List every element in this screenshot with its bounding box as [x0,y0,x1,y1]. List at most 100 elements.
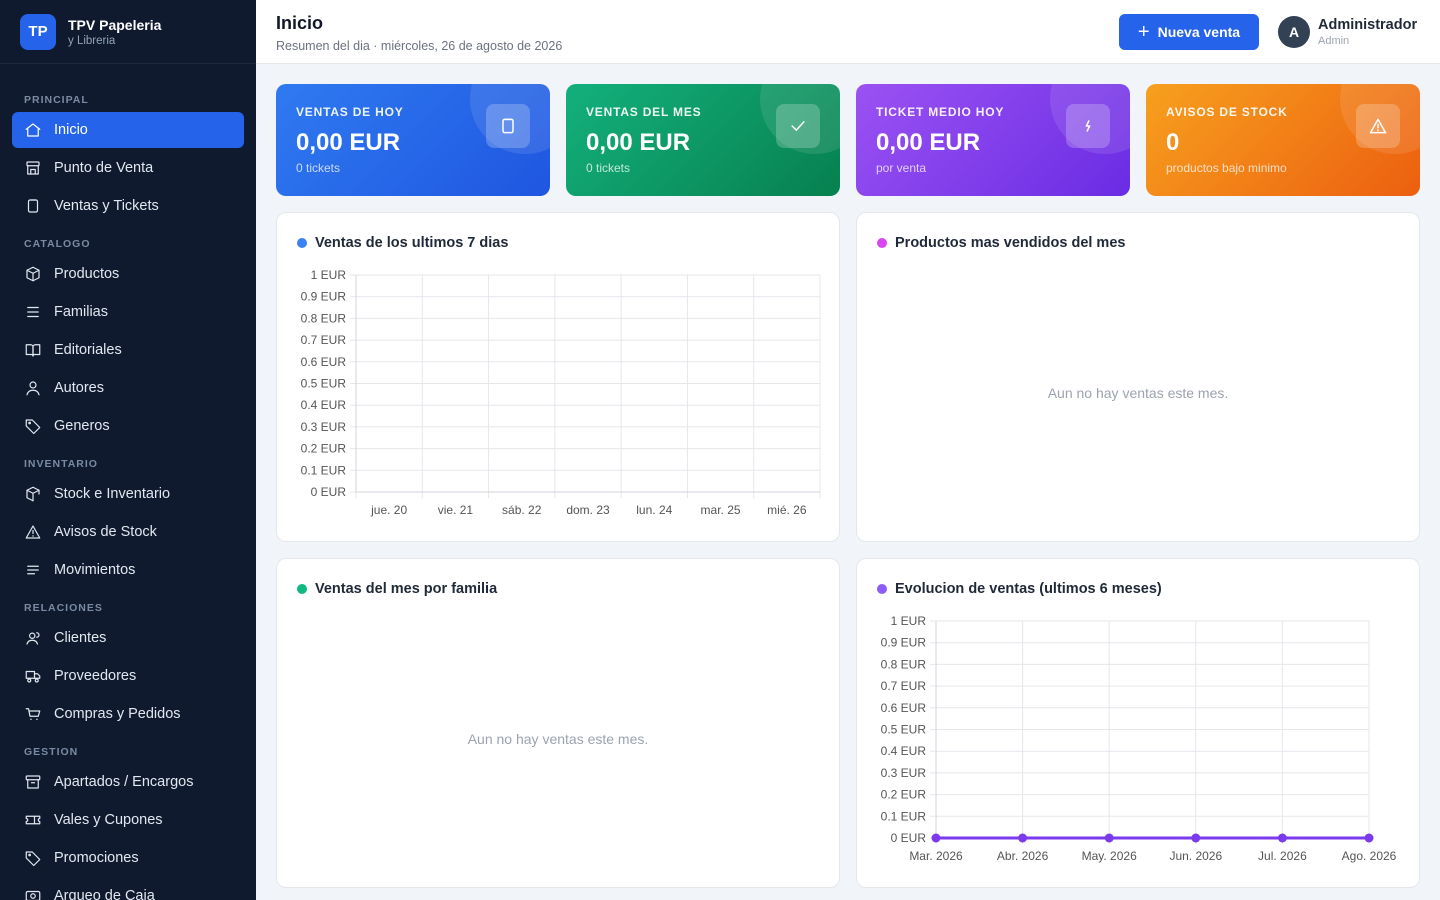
sidebar-item-punto-de-venta[interactable]: Punto de Venta [12,150,244,186]
book-icon [24,341,42,359]
sidebar-item-label: Autores [54,380,104,396]
new-sale-button[interactable]: + Nueva venta [1119,14,1259,50]
page-title: Inicio [276,13,324,33]
sidebar-item-productos[interactable]: Productos [12,256,244,292]
stat-label: VENTAS DEL MES [586,105,702,119]
plus-icon: + [1137,21,1150,43]
y-tick-label: 0.7 EUR [301,333,347,347]
sidebar-item-compras-y-pedidos[interactable]: Compras y Pedidos [12,696,244,732]
cube-icon [24,485,42,503]
brand-logo: TP [20,13,56,50]
stat-card-sales-month: VENTAS DEL MES 0,00 EUR 0 tickets [566,84,840,196]
lines-icon [24,561,42,579]
sidebar-item-vales-y-cupones[interactable]: Vales y Cupones [12,802,244,838]
legend-dot [877,584,887,594]
legend-dot [297,584,307,594]
y-tick-label: 0.6 EUR [301,355,347,369]
truck-icon [24,667,42,685]
chart-plot: 0 EUR 0.1 EUR 0.2 EUR 0.3 EUR 0.4 EUR 0.5 EUR… [301,268,821,517]
data-point[interactable] [1277,833,1287,843]
stat-sub: 0 tickets [586,161,631,175]
data-point[interactable] [1104,833,1114,843]
legend-dot [877,238,887,248]
y-tick-label: 0.8 EUR [301,311,347,325]
sidebar-item-ventas-y-tickets[interactable]: Ventas y Tickets [12,188,244,224]
sidebar-nav: PRINCIPAL Inicio Punto de Venta Ventas y… [0,90,256,900]
sidebar-item-label: Punto de Venta [54,160,154,176]
panel-title: Ventas del mes por familia [297,581,497,597]
stat-label: VENTAS DE HOY [296,105,404,119]
x-tick-label: mié. 26 [767,503,807,517]
sidebar-item-proveedores[interactable]: Proveedores [12,658,244,694]
sidebar-item-label: Movimientos [54,562,136,578]
y-tick-label: 0.9 EUR [881,636,927,650]
nav-section-catalogo: CATALOGO [24,238,91,250]
new-sale-label: Nueva venta [1157,24,1241,40]
sidebar-item-clientes[interactable]: Clientes [12,620,244,656]
data-point[interactable] [931,833,941,843]
sidebar-item-autores[interactable]: Autores [12,370,244,406]
data-point[interactable] [1018,833,1028,843]
stat-card-stock-alerts: AVISOS DE STOCK 0 productos bajo minimo [1146,84,1420,196]
sidebar-item-promociones[interactable]: Promociones [12,840,244,876]
sidebar-item-label: Familias [54,304,108,320]
clipboard-icon [486,104,530,148]
sidebar-item-label: Avisos de Stock [54,524,157,540]
legend-dot [297,238,307,248]
sidebar-item-label: Compras y Pedidos [54,706,181,722]
nav-section-gestion: GESTION [24,746,79,758]
y-tick-label: 0.3 EUR [881,766,927,780]
x-tick-label: lun. 24 [636,503,672,517]
sidebar-item-apartados-encargos[interactable]: Apartados / Encargos [12,764,244,800]
data-point[interactable] [1191,833,1201,843]
y-tick-label: 0.5 EUR [881,723,927,737]
y-tick-label: 0.4 EUR [301,398,347,412]
panel-top-products: Productos mas vendidos del mes Aun no ha… [856,212,1420,542]
stat-value: 0,00 EUR [876,129,981,156]
data-point[interactable] [1364,833,1374,843]
panel-title: Ventas de los ultimos 7 dias [297,235,508,251]
brand-title: TPV Papeleria [68,16,162,33]
y-tick-label: 0.4 EUR [881,744,927,758]
y-tick-label: 0 EUR [311,485,347,499]
stat-label: AVISOS DE STOCK [1166,105,1288,119]
home-icon [24,121,42,139]
brand-subtitle: y Libreria [68,34,116,47]
panel-title: Evolucion de ventas (ultimos 6 meses) [877,581,1162,597]
sidebar-item-inicio[interactable]: Inicio [12,112,244,148]
y-tick-label: 0.2 EUR [881,788,927,802]
sidebar-item-editoriales[interactable]: Editoriales [12,332,244,368]
y-tick-label: 0.6 EUR [881,701,927,715]
user-name: Administrador [1318,17,1418,33]
user-menu[interactable]: A Administrador Admin [1278,16,1417,48]
top-header: Inicio Resumen del dia · miércoles, 26 d… [256,0,1440,64]
y-tick-label: 0.2 EUR [301,442,347,456]
sidebar-item-label: Proveedores [54,668,137,684]
x-tick-label: dom. 23 [566,503,610,517]
sidebar-item-label: Vales y Cupones [54,812,163,828]
y-tick-label: 1 EUR [891,614,927,628]
sidebar-item-movimientos[interactable]: Movimientos [12,552,244,588]
sidebar-item-arqueo-de-caja[interactable]: Arqueo de Caja [12,878,244,900]
x-tick-label: May. 2026 [1082,849,1137,863]
sidebar-item-stock-e-inventario[interactable]: Stock e Inventario [12,476,244,512]
clipboard-icon [24,197,42,215]
user-icon [24,379,42,397]
sales-evolution-chart: 0 EUR 0.1 EUR 0.2 EUR 0.3 EUR 0.4 EUR 0.5 EUR… [881,614,1397,863]
sidebar-item-avisos-de-stock[interactable]: Avisos de Stock [12,514,244,550]
sidebar-item-generos[interactable]: Generos [12,408,244,444]
sidebar-item-label: Clientes [54,630,107,646]
y-tick-label: 0.3 EUR [301,420,347,434]
x-tick-label: jue. 20 [370,503,407,517]
y-tick-label: 1 EUR [311,268,347,282]
user-role: Admin [1318,35,1350,47]
sidebar-item-familias[interactable]: Familias [12,294,244,330]
ticket-icon [24,811,42,829]
brand[interactable]: TP TPV Papeleria y Libreria [0,0,256,64]
check-icon [776,104,820,148]
tag-icon [24,417,42,435]
sidebar-item-label: Generos [54,418,110,434]
warning-icon [24,523,42,541]
nav-section-principal: PRINCIPAL [24,94,89,106]
nav-section-inventario: INVENTARIO [24,458,98,470]
